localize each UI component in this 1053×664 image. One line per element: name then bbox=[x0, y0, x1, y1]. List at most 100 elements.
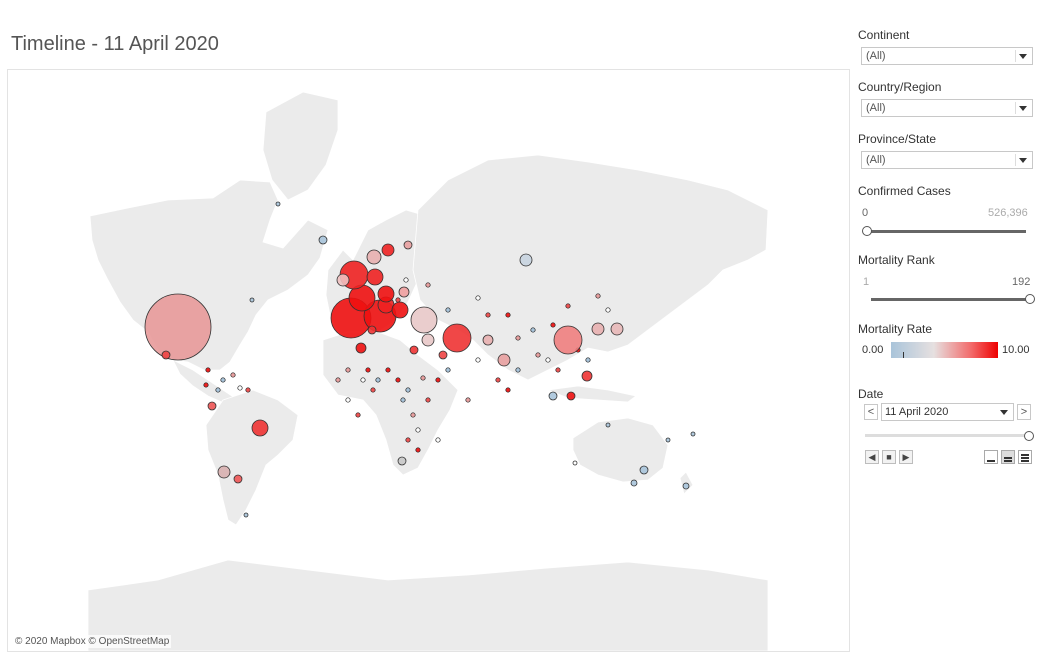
country-bubble[interactable] bbox=[482, 334, 494, 346]
country-bubble[interactable] bbox=[442, 323, 472, 353]
play-back-button[interactable]: ◀ bbox=[865, 450, 879, 464]
country-bubble[interactable] bbox=[161, 350, 171, 360]
country-bubble[interactable] bbox=[639, 465, 649, 475]
country-bubble[interactable] bbox=[555, 367, 561, 373]
country-bubble[interactable] bbox=[237, 385, 243, 391]
country-bubble[interactable] bbox=[385, 367, 391, 373]
country-bubble[interactable] bbox=[355, 342, 367, 354]
country-bubble[interactable] bbox=[233, 474, 243, 484]
country-bubble[interactable] bbox=[251, 419, 269, 437]
country-bubble[interactable] bbox=[465, 397, 471, 403]
country-bubble[interactable] bbox=[665, 437, 671, 443]
country-bubble[interactable] bbox=[682, 482, 690, 490]
country-bubble[interactable] bbox=[530, 327, 536, 333]
chevron-down-icon[interactable] bbox=[1019, 158, 1027, 163]
country-bubble[interactable] bbox=[565, 303, 571, 309]
date-prev-button[interactable]: < bbox=[864, 404, 878, 420]
country-bubble[interactable] bbox=[249, 297, 255, 303]
country-bubble[interactable] bbox=[367, 325, 377, 335]
country-bubble[interactable] bbox=[420, 375, 426, 381]
country-bubble[interactable] bbox=[505, 312, 511, 318]
country-bubble[interactable] bbox=[425, 282, 431, 288]
map-canvas[interactable] bbox=[8, 70, 849, 651]
date-slider-handle[interactable] bbox=[1024, 431, 1034, 441]
play-forward-button[interactable]: ▶ bbox=[899, 450, 913, 464]
country-bubble[interactable] bbox=[497, 353, 511, 367]
country-bubble[interactable] bbox=[605, 307, 611, 313]
country-dropdown[interactable]: (All) bbox=[861, 99, 1033, 117]
country-bubble[interactable] bbox=[515, 367, 521, 373]
country-bubble[interactable] bbox=[553, 325, 583, 355]
country-bubble[interactable] bbox=[550, 322, 556, 328]
country-bubble[interactable] bbox=[230, 372, 236, 378]
country-bubble[interactable] bbox=[545, 357, 551, 363]
country-bubble[interactable] bbox=[345, 397, 351, 403]
country-bubble[interactable] bbox=[377, 285, 395, 303]
country-bubble[interactable] bbox=[435, 437, 441, 443]
country-bubble[interactable] bbox=[605, 422, 611, 428]
mortality-rank-slider-track[interactable] bbox=[871, 298, 1031, 301]
country-bubble[interactable] bbox=[335, 377, 341, 383]
country-bubble[interactable] bbox=[203, 382, 209, 388]
country-bubble[interactable] bbox=[400, 397, 406, 403]
country-bubble[interactable] bbox=[370, 387, 376, 393]
country-bubble[interactable] bbox=[566, 391, 576, 401]
country-bubble[interactable] bbox=[505, 387, 511, 393]
country-bubble[interactable] bbox=[403, 240, 413, 250]
country-bubble[interactable] bbox=[205, 367, 211, 373]
country-bubble[interactable] bbox=[366, 268, 384, 286]
country-bubble[interactable] bbox=[391, 301, 409, 319]
country-bubble[interactable] bbox=[395, 377, 401, 383]
country-bubble[interactable] bbox=[405, 437, 411, 443]
country-bubble[interactable] bbox=[217, 465, 231, 479]
country-bubble[interactable] bbox=[591, 322, 605, 336]
world-map[interactable]: © 2020 Mapbox © OpenStreetMap bbox=[7, 69, 850, 652]
country-bubble[interactable] bbox=[581, 370, 593, 382]
country-bubble[interactable] bbox=[415, 447, 421, 453]
country-bubble[interactable] bbox=[243, 512, 249, 518]
country-bubble[interactable] bbox=[220, 377, 226, 383]
country-bubble[interactable] bbox=[410, 306, 438, 334]
country-bubble[interactable] bbox=[535, 352, 541, 358]
mortality-rank-slider-handle[interactable] bbox=[1025, 294, 1035, 304]
country-bubble[interactable] bbox=[245, 387, 251, 393]
country-bubble[interactable] bbox=[405, 387, 411, 393]
country-bubble[interactable] bbox=[381, 243, 395, 257]
country-bubble[interactable] bbox=[397, 456, 407, 466]
country-bubble[interactable] bbox=[475, 295, 481, 301]
country-bubble[interactable] bbox=[438, 350, 448, 360]
country-bubble[interactable] bbox=[585, 357, 591, 363]
country-bubble[interactable] bbox=[515, 335, 521, 341]
country-bubble[interactable] bbox=[336, 273, 350, 287]
country-bubble[interactable] bbox=[519, 253, 533, 267]
country-bubble[interactable] bbox=[595, 293, 601, 299]
country-bubble[interactable] bbox=[360, 377, 366, 383]
country-bubble[interactable] bbox=[409, 345, 419, 355]
country-bubble[interactable] bbox=[690, 431, 696, 437]
country-bubble[interactable] bbox=[355, 412, 361, 418]
date-slider-track[interactable] bbox=[865, 434, 1029, 437]
date-dropdown[interactable]: 11 April 2020 bbox=[881, 403, 1014, 421]
country-bubble[interactable] bbox=[495, 377, 501, 383]
country-bubble[interactable] bbox=[275, 201, 281, 207]
country-bubble[interactable] bbox=[425, 397, 431, 403]
country-bubble[interactable] bbox=[630, 479, 638, 487]
speed-slow-button[interactable] bbox=[984, 450, 998, 464]
country-bubble[interactable] bbox=[318, 235, 328, 245]
country-bubble[interactable] bbox=[415, 427, 421, 433]
country-bubble[interactable] bbox=[610, 322, 624, 336]
country-bubble[interactable] bbox=[410, 412, 416, 418]
country-bubble[interactable] bbox=[215, 387, 221, 393]
country-bubble[interactable] bbox=[365, 367, 371, 373]
country-bubble[interactable] bbox=[398, 286, 410, 298]
continent-dropdown[interactable]: (All) bbox=[861, 47, 1033, 65]
speed-medium-button[interactable] bbox=[1001, 450, 1015, 464]
map-attribution[interactable]: © 2020 Mapbox © OpenStreetMap bbox=[13, 635, 172, 648]
country-bubble[interactable] bbox=[403, 277, 409, 283]
confirmed-slider-handle[interactable] bbox=[862, 226, 872, 236]
date-next-button[interactable]: > bbox=[1017, 404, 1031, 420]
country-bubble[interactable] bbox=[375, 377, 381, 383]
country-bubble[interactable] bbox=[345, 367, 351, 373]
country-bubble[interactable] bbox=[144, 293, 212, 361]
stop-button[interactable]: ■ bbox=[882, 450, 896, 464]
